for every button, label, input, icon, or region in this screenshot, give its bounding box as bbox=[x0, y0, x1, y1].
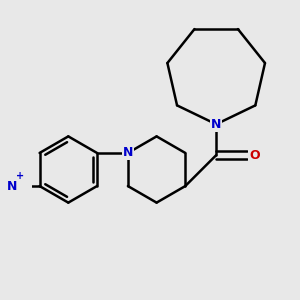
Text: N: N bbox=[7, 180, 17, 193]
Text: +: + bbox=[16, 172, 24, 182]
Text: N: N bbox=[211, 118, 221, 131]
Text: N: N bbox=[123, 146, 133, 159]
Text: O: O bbox=[249, 149, 260, 162]
